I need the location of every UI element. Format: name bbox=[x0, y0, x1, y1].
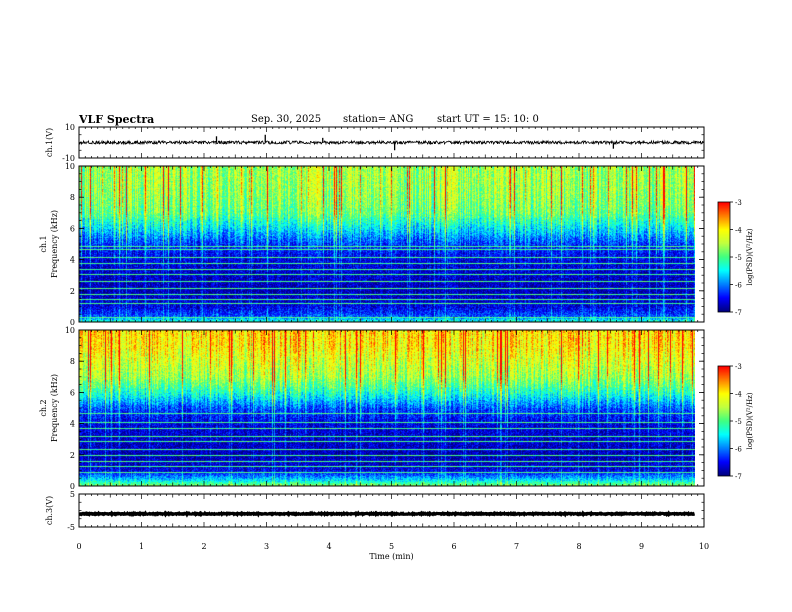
time-tick-label: 10 bbox=[699, 542, 709, 551]
y-tick-label: 10 bbox=[65, 162, 75, 171]
ch1-spec-ylabel: ch.1 bbox=[39, 235, 48, 252]
ch3-trace bbox=[78, 510, 696, 518]
waveform-traces bbox=[78, 134, 705, 518]
y-tick-label: 10 bbox=[65, 326, 75, 335]
y-tick-label: 6 bbox=[70, 224, 75, 233]
colorbar-tick-label: -3 bbox=[735, 199, 742, 207]
ch2-colorbar bbox=[718, 366, 730, 476]
y-tick-label: 5 bbox=[70, 490, 75, 499]
ch1-spec-ylabel-freq: Frequency (kHz) bbox=[50, 210, 59, 278]
station-label: station= ANG bbox=[343, 114, 414, 125]
time-tick-label: 2 bbox=[201, 542, 206, 551]
colorbar-tick-label: -6 bbox=[735, 446, 742, 454]
colorbar-label: log(PSD)(V²/Hz) bbox=[746, 228, 754, 285]
date-label: Sep. 30, 2025 bbox=[251, 114, 322, 125]
ch2-spec-ylabel-freq: Frequency (kHz) bbox=[50, 374, 59, 442]
ch2-spectrogram-image bbox=[79, 330, 695, 486]
colorbar-tick-label: -7 bbox=[735, 309, 742, 317]
colorbar-tick-label: -4 bbox=[735, 227, 742, 235]
colorbar-tick-label: -5 bbox=[735, 254, 742, 262]
time-tick-label: 1 bbox=[139, 542, 144, 551]
colorbar-tick-label: -3 bbox=[735, 363, 742, 371]
y-tick-label: -10 bbox=[62, 154, 75, 163]
y-tick-label: 2 bbox=[70, 451, 75, 460]
ch3-ylabel: ch.3(V) bbox=[45, 496, 54, 525]
colorbar-tick-label: -5 bbox=[735, 418, 742, 426]
time-axis-label: Time (min) bbox=[369, 552, 413, 561]
time-tick-label: 9 bbox=[639, 542, 644, 551]
y-tick-label: 2 bbox=[70, 287, 75, 296]
ch1-spectrogram-image bbox=[79, 166, 695, 322]
colorbar-tick-label: -6 bbox=[735, 282, 742, 290]
time-tick-label: 8 bbox=[576, 542, 581, 551]
y-tick-label: 10 bbox=[65, 123, 75, 132]
ch1-trace bbox=[78, 139, 705, 146]
y-tick-label: 6 bbox=[70, 388, 75, 397]
axis-labels: -3 -4 -5 -6 -7 log(PSD)(V²/Hz) -3 -4 -5 -6 -7 log(P… bbox=[39, 123, 754, 561]
start-time-label: start UT = 15: 10: 0 bbox=[437, 114, 539, 125]
spectrogram-images bbox=[79, 166, 730, 486]
y-tick-label: 8 bbox=[70, 357, 75, 366]
colorbar-label: log(PSD)(V²/Hz) bbox=[746, 392, 754, 449]
y-tick-label: 0 bbox=[70, 482, 75, 491]
time-tick-label: 0 bbox=[76, 542, 81, 551]
ch2-spec-ylabel: ch.2 bbox=[39, 399, 48, 416]
colorbar-tick-label: -7 bbox=[735, 473, 742, 481]
y-tick-label: 4 bbox=[70, 420, 75, 429]
ch1-ylabel: ch.1(V) bbox=[45, 128, 54, 157]
ch1-colorbar bbox=[718, 202, 730, 312]
time-tick-label: 7 bbox=[514, 542, 519, 551]
time-tick-label: 3 bbox=[264, 542, 269, 551]
time-tick-label: 6 bbox=[451, 542, 456, 551]
colorbar-tick-label: -4 bbox=[735, 391, 742, 399]
y-tick-label: 0 bbox=[70, 318, 75, 327]
time-tick-label: 5 bbox=[389, 542, 394, 551]
time-tick-label: 4 bbox=[326, 542, 331, 551]
y-tick-label: 4 bbox=[70, 256, 75, 265]
axis-ticks bbox=[78, 126, 733, 528]
y-tick-label: -5 bbox=[67, 523, 75, 532]
chart-title: VLF Spectra bbox=[79, 113, 155, 126]
y-tick-label: 8 bbox=[70, 193, 75, 202]
